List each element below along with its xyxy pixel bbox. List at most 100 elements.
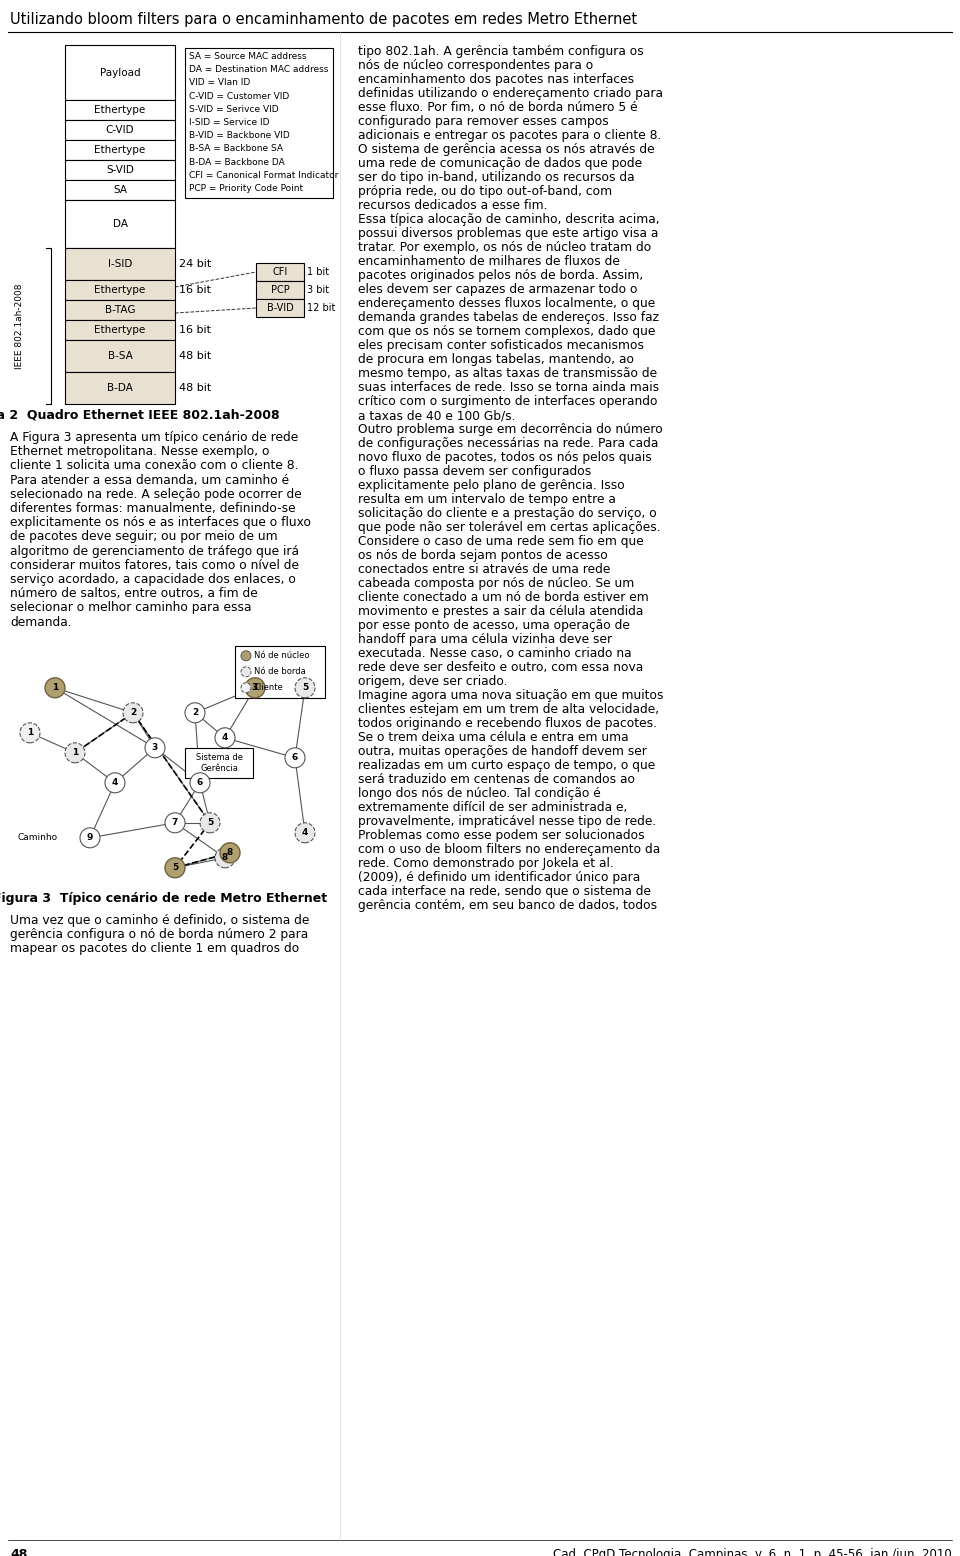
Text: rede deve ser desfeito e outro, com essa nova: rede deve ser desfeito e outro, com essa… <box>358 661 643 674</box>
Circle shape <box>123 703 143 724</box>
Text: Utilizando bloom filters para o encaminhamento de pacotes em redes Metro Etherne: Utilizando bloom filters para o encaminh… <box>10 12 637 26</box>
Circle shape <box>80 828 100 848</box>
Text: 3 bit: 3 bit <box>307 285 329 296</box>
Text: será traduzido em centenas de comandos ao: será traduzido em centenas de comandos a… <box>358 773 635 786</box>
Text: própria rede, ou do tipo out-of-band, com: própria rede, ou do tipo out-of-band, co… <box>358 185 612 198</box>
Text: explicitamente os nós e as interfaces que o fluxo: explicitamente os nós e as interfaces qu… <box>10 517 311 529</box>
Bar <box>256 282 304 299</box>
Text: esse fluxo. Por fim, o nó de borda número 5 é: esse fluxo. Por fim, o nó de borda númer… <box>358 101 637 114</box>
Text: de configurações necessárias na rede. Para cada: de configurações necessárias na rede. Pa… <box>358 437 659 450</box>
Circle shape <box>105 773 125 794</box>
Bar <box>235 646 325 697</box>
Text: cliente 1 solicita uma conexão com o cliente 8.: cliente 1 solicita uma conexão com o cli… <box>10 459 299 473</box>
Text: 4: 4 <box>222 733 228 742</box>
Text: demanda.: demanda. <box>10 616 72 629</box>
Text: de pacotes deve seguir; ou por meio de um: de pacotes deve seguir; ou por meio de u… <box>10 531 277 543</box>
Text: algoritmo de gerenciamento de tráfego que irá: algoritmo de gerenciamento de tráfego qu… <box>10 545 299 557</box>
Text: provavelmente, impraticável nesse tipo de rede.: provavelmente, impraticável nesse tipo d… <box>358 815 657 828</box>
Text: IEEE 802.1ah-2008: IEEE 802.1ah-2008 <box>15 283 25 369</box>
Text: 5: 5 <box>301 683 308 692</box>
Text: Uma vez que o caminho é definido, o sistema de: Uma vez que o caminho é definido, o sist… <box>10 913 309 927</box>
Bar <box>256 299 304 317</box>
Text: executada. Nesse caso, o caminho criado na: executada. Nesse caso, o caminho criado … <box>358 647 632 660</box>
Text: movimento e prestes a sair da célula atendida: movimento e prestes a sair da célula ate… <box>358 605 643 618</box>
Text: Ethernet metropolitana. Nesse exemplo, o: Ethernet metropolitana. Nesse exemplo, o <box>10 445 270 457</box>
Text: demanda grandes tabelas de endereços. Isso faz: demanda grandes tabelas de endereços. Is… <box>358 311 659 324</box>
Text: B-SA: B-SA <box>108 352 132 361</box>
Text: 1 bit: 1 bit <box>307 268 329 277</box>
Text: Nó de núcleo: Nó de núcleo <box>254 652 309 660</box>
Text: VID = Vlan ID: VID = Vlan ID <box>189 78 251 87</box>
Text: C-VID = Customer VID: C-VID = Customer VID <box>189 92 289 101</box>
Text: encaminhamento dos pacotes nas interfaces: encaminhamento dos pacotes nas interface… <box>358 73 635 86</box>
Text: eles precisam conter sofisticados mecanismos: eles precisam conter sofisticados mecani… <box>358 339 644 352</box>
Bar <box>65 321 175 341</box>
Text: configurado para remover esses campos: configurado para remover esses campos <box>358 115 609 128</box>
Text: 1: 1 <box>27 728 34 738</box>
Circle shape <box>295 678 315 697</box>
Bar <box>65 160 175 180</box>
Text: A Figura 3 apresenta um típico cenário de rede: A Figura 3 apresenta um típico cenário d… <box>10 431 299 443</box>
Text: ser do tipo in-band, utilizando os recursos da: ser do tipo in-band, utilizando os recur… <box>358 171 635 184</box>
Text: extremamente difícil de ser administrada e,: extremamente difícil de ser administrada… <box>358 801 628 814</box>
Circle shape <box>165 857 185 878</box>
Text: 2: 2 <box>192 708 198 717</box>
Text: número de saltos, entre outros, a fim de: número de saltos, entre outros, a fim de <box>10 587 257 601</box>
Text: considerar muitos fatores, tais como o nível de: considerar muitos fatores, tais como o n… <box>10 559 299 571</box>
Text: outra, muitas operações de handoff devem ser: outra, muitas operações de handoff devem… <box>358 745 647 758</box>
Text: encaminhamento de milhares de fluxos de: encaminhamento de milhares de fluxos de <box>358 255 620 268</box>
Text: B-DA = Backbone DA: B-DA = Backbone DA <box>189 157 285 166</box>
Text: Ethertype: Ethertype <box>94 145 146 156</box>
Text: por esse ponto de acesso, uma operação de: por esse ponto de acesso, uma operação d… <box>358 619 630 632</box>
Text: Ethertype: Ethertype <box>94 104 146 115</box>
Text: DA = Destination MAC address: DA = Destination MAC address <box>189 65 328 75</box>
Text: Essa típica alocação de caminho, descrita acima,: Essa típica alocação de caminho, descrit… <box>358 213 660 226</box>
Text: 16 bit: 16 bit <box>179 325 211 335</box>
Text: Nó de borda: Nó de borda <box>254 668 305 677</box>
Text: possui diversos problemas que este artigo visa a: possui diversos problemas que este artig… <box>358 227 659 240</box>
Bar <box>185 748 253 778</box>
Text: 16 bit: 16 bit <box>179 285 211 296</box>
Text: B-SA = Backbone SA: B-SA = Backbone SA <box>189 145 283 154</box>
Text: tratar. Por exemplo, os nós de núcleo tratam do: tratar. Por exemplo, os nós de núcleo tr… <box>358 241 651 254</box>
Circle shape <box>145 738 165 758</box>
Circle shape <box>241 668 251 677</box>
Text: Imagine agora uma nova situação em que muitos: Imagine agora uma nova situação em que m… <box>358 689 663 702</box>
Circle shape <box>165 812 185 832</box>
Text: recursos dedicados a esse fim.: recursos dedicados a esse fim. <box>358 199 547 212</box>
Text: SA: SA <box>113 185 127 194</box>
Text: selecionado na rede. A seleção pode ocorrer de: selecionado na rede. A seleção pode ocor… <box>10 487 301 501</box>
Text: gerência contém, em seu banco de dados, todos: gerência contém, em seu banco de dados, … <box>358 899 658 912</box>
Text: 5: 5 <box>172 864 179 873</box>
Bar <box>65 341 175 372</box>
Text: selecionar o melhor caminho para essa: selecionar o melhor caminho para essa <box>10 602 252 615</box>
Circle shape <box>245 678 265 697</box>
Text: (2009), é definido um identificador único para: (2009), é definido um identificador únic… <box>358 871 640 884</box>
Text: Payload: Payload <box>100 67 140 78</box>
Text: O sistema de gerência acessa os nós através de: O sistema de gerência acessa os nós atra… <box>358 143 655 156</box>
Text: origem, deve ser criado.: origem, deve ser criado. <box>358 675 508 688</box>
Text: cliente conectado a um nó de borda estiver em: cliente conectado a um nó de borda estiv… <box>358 591 649 604</box>
Text: 8: 8 <box>222 853 228 862</box>
Circle shape <box>220 843 240 862</box>
Text: I-SID = Service ID: I-SID = Service ID <box>189 118 270 128</box>
Text: gerência configura o nó de borda número 2 para: gerência configura o nó de borda número … <box>10 927 308 941</box>
Text: 6: 6 <box>197 778 204 787</box>
Text: endereçamento desses fluxos localmente, o que: endereçamento desses fluxos localmente, … <box>358 297 656 310</box>
Text: que pode não ser tolerável em certas aplicações.: que pode não ser tolerável em certas apl… <box>358 521 660 534</box>
Text: uma rede de comunicação de dados que pode: uma rede de comunicação de dados que pod… <box>358 157 642 170</box>
Text: conectados entre si através de uma rede: conectados entre si através de uma rede <box>358 563 611 576</box>
Text: Figura 3  Típico cenário de rede Metro Ethernet: Figura 3 Típico cenário de rede Metro Et… <box>0 892 327 904</box>
Text: rede. Como demonstrado por Jokela et al.: rede. Como demonstrado por Jokela et al. <box>358 857 613 870</box>
Text: com que os nós se tornem complexos, dado que: com que os nós se tornem complexos, dado… <box>358 325 656 338</box>
Text: diferentes formas: manualmente, definindo-se: diferentes formas: manualmente, definind… <box>10 503 296 515</box>
Text: definidas utilizando o endereçamento criado para: definidas utilizando o endereçamento cri… <box>358 87 663 100</box>
Text: todos originando e recebendo fluxos de pacotes.: todos originando e recebendo fluxos de p… <box>358 717 657 730</box>
Text: nós de núcleo correspondentes para o: nós de núcleo correspondentes para o <box>358 59 593 72</box>
Text: Sistema de
Gerência: Sistema de Gerência <box>196 753 243 772</box>
Text: explicitamente pelo plano de gerência. Isso: explicitamente pelo plano de gerência. I… <box>358 479 625 492</box>
Text: B-VID: B-VID <box>267 303 294 313</box>
Text: pacotes originados pelos nós de borda. Assim,: pacotes originados pelos nós de borda. A… <box>358 269 643 282</box>
Circle shape <box>241 683 251 692</box>
Text: clientes estejam em um trem de alta velocidade,: clientes estejam em um trem de alta velo… <box>358 703 660 716</box>
